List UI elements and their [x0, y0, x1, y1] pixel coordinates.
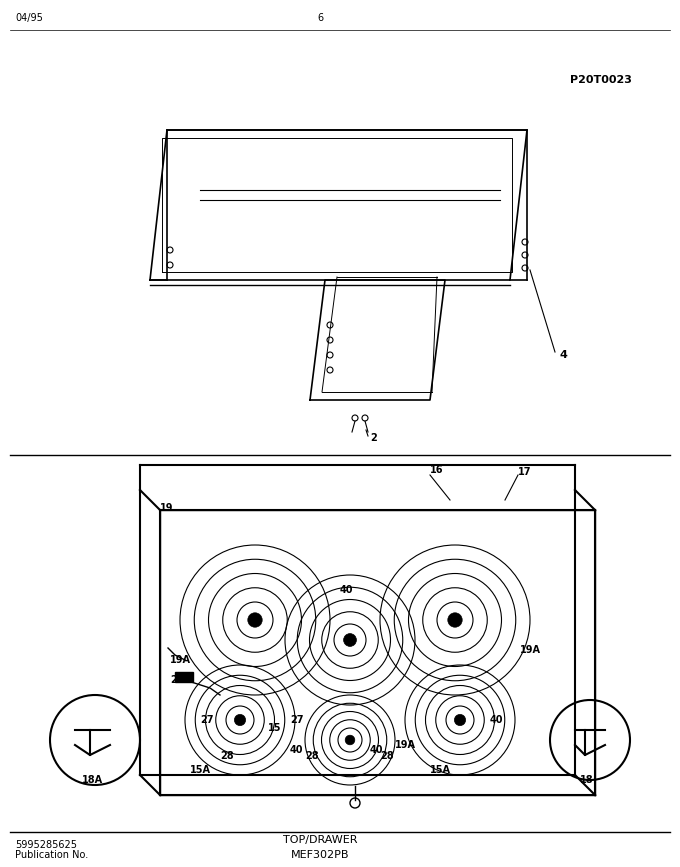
- Text: 28: 28: [220, 751, 234, 761]
- Text: 27: 27: [170, 675, 184, 685]
- Circle shape: [248, 613, 262, 627]
- Text: Publication No.: Publication No.: [15, 850, 88, 860]
- Text: 15: 15: [268, 723, 282, 733]
- Text: 40: 40: [490, 715, 503, 725]
- Text: 19: 19: [160, 503, 173, 513]
- Text: 27: 27: [290, 715, 303, 725]
- Text: 19A: 19A: [395, 740, 416, 750]
- Text: 17: 17: [518, 467, 532, 477]
- Text: 18A: 18A: [82, 775, 103, 785]
- Text: 28: 28: [305, 751, 319, 761]
- Text: 40: 40: [340, 585, 354, 595]
- Circle shape: [343, 634, 356, 647]
- Text: 19A: 19A: [520, 645, 541, 655]
- Circle shape: [235, 714, 245, 726]
- FancyBboxPatch shape: [175, 672, 193, 682]
- Text: 28: 28: [380, 751, 394, 761]
- Text: 4: 4: [560, 350, 568, 360]
- Circle shape: [345, 735, 355, 745]
- Circle shape: [454, 714, 466, 726]
- Text: 2: 2: [370, 433, 377, 443]
- Text: 40: 40: [290, 745, 303, 755]
- Text: 5995285625: 5995285625: [15, 840, 77, 850]
- Text: 18: 18: [580, 775, 594, 785]
- Text: 19A: 19A: [170, 655, 191, 665]
- Text: 04/95: 04/95: [15, 13, 43, 23]
- Text: 15A: 15A: [190, 765, 211, 775]
- Text: 15A: 15A: [430, 765, 451, 775]
- Circle shape: [448, 613, 462, 627]
- Text: MEF302PB: MEF302PB: [291, 850, 350, 860]
- Text: 6: 6: [317, 13, 323, 23]
- Text: 40: 40: [370, 745, 384, 755]
- Text: 16: 16: [430, 465, 443, 475]
- Text: P20T0023: P20T0023: [570, 75, 632, 85]
- Text: TOP/DRAWER: TOP/DRAWER: [283, 835, 357, 845]
- Text: 27: 27: [200, 715, 214, 725]
